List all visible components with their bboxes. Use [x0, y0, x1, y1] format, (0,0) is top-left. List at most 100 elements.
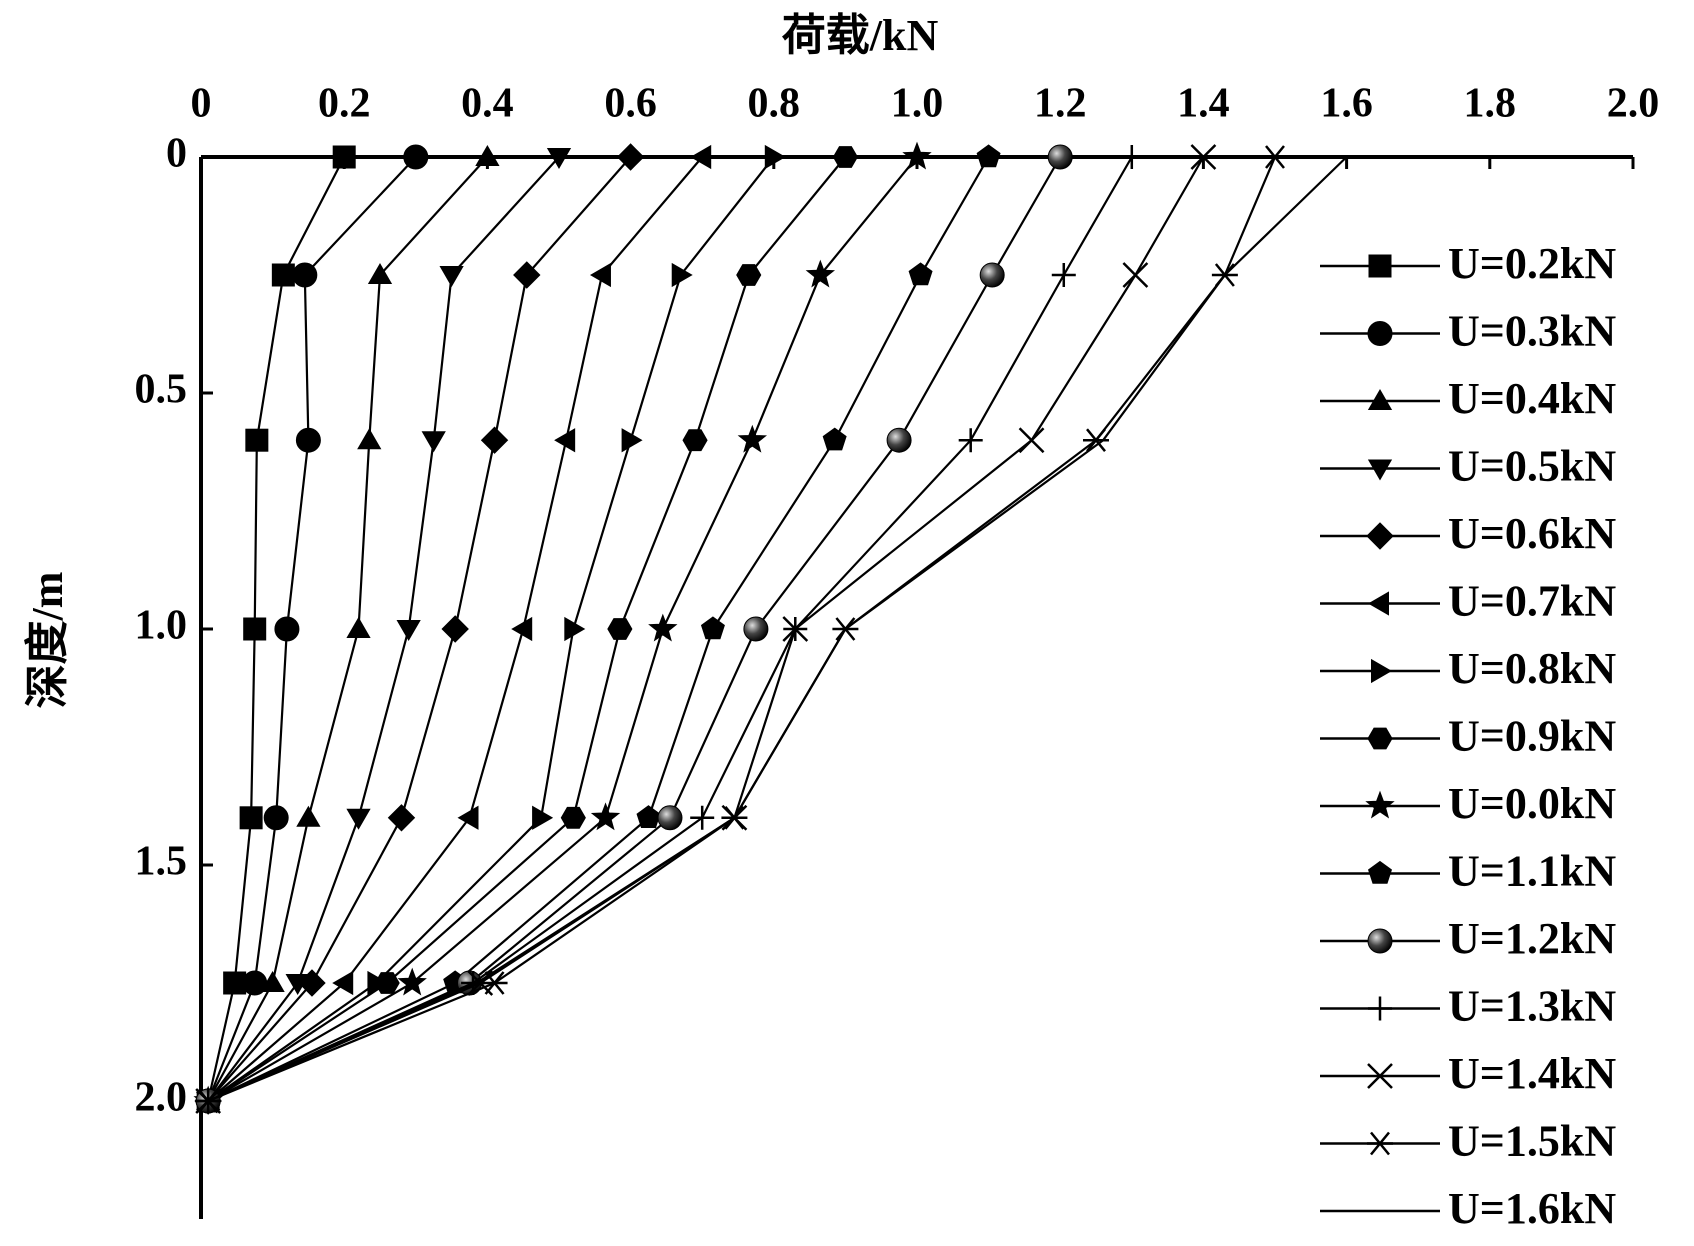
marker: [1047, 144, 1073, 170]
series-line: [207, 156, 1062, 1103]
marker: [1367, 928, 1393, 954]
marker: [1368, 996, 1392, 1021]
marker: [263, 805, 289, 831]
marker: [764, 144, 786, 170]
y-tick-label: 2.0: [135, 1075, 188, 1121]
y-tick-label: 1.0: [135, 603, 188, 649]
marker: [441, 615, 469, 643]
x-tick-label: 0.6: [604, 81, 657, 127]
marker: [357, 428, 382, 450]
marker: [700, 616, 725, 640]
x-tick-label: 2.0: [1607, 81, 1660, 127]
legend-label: U=0.5kN: [1448, 442, 1616, 491]
marker: [554, 428, 576, 453]
marker: [1367, 727, 1393, 750]
legend-label: U=1.6kN: [1448, 1184, 1616, 1233]
legend-label: U=0.6kN: [1448, 509, 1616, 558]
y-tick-label: 0: [166, 131, 187, 177]
marker: [690, 805, 715, 830]
marker: [332, 145, 356, 169]
marker: [607, 618, 633, 640]
marker: [805, 259, 836, 288]
marker: [958, 428, 983, 453]
marker: [636, 805, 661, 829]
y-tick-label: 0.5: [135, 367, 188, 413]
x-tick-label: 0.8: [748, 81, 801, 127]
marker: [1122, 262, 1149, 288]
marker: [1367, 860, 1393, 884]
marker: [397, 967, 427, 996]
x-tick-label: 1.0: [891, 81, 944, 127]
marker: [439, 266, 464, 287]
marker: [671, 262, 693, 288]
marker: [274, 616, 300, 642]
marker: [886, 427, 912, 453]
marker: [1190, 144, 1217, 170]
marker: [295, 427, 321, 453]
marker: [1262, 145, 1288, 169]
marker: [616, 143, 645, 171]
marker: [832, 146, 858, 168]
marker: [403, 144, 429, 170]
marker: [743, 616, 769, 642]
legend-label: U=0.9kN: [1448, 712, 1616, 761]
marker: [1366, 522, 1394, 550]
legend-label: U=1.3kN: [1448, 982, 1616, 1031]
marker: [1367, 1131, 1393, 1156]
x-tick-label: 0: [191, 81, 212, 127]
marker: [346, 617, 371, 638]
marker: [690, 144, 712, 170]
marker: [648, 613, 678, 642]
marker: [737, 424, 767, 453]
marker: [298, 969, 326, 997]
marker: [590, 802, 621, 831]
marker: [546, 148, 572, 170]
marker: [457, 805, 479, 830]
marker: [908, 262, 933, 286]
marker: [1051, 263, 1076, 287]
marker: [736, 264, 762, 286]
x-tick-label: 1.8: [1464, 81, 1517, 127]
legend-label: U=0.0kN: [1448, 779, 1616, 828]
x-tick-label: 0.4: [461, 81, 514, 127]
marker: [346, 808, 371, 830]
legend-label: U=0.8kN: [1448, 644, 1616, 693]
x-tick-label: 0.2: [318, 81, 371, 127]
marker: [475, 145, 500, 166]
marker: [1083, 428, 1109, 452]
series-line: [207, 156, 417, 1102]
x-tick-label: 1.6: [1320, 81, 1373, 127]
y-tick-label: 1.5: [135, 839, 188, 885]
marker: [532, 805, 554, 830]
marker: [332, 970, 354, 996]
x-tick-label: 1.4: [1177, 81, 1230, 127]
marker: [560, 806, 586, 829]
legend-label: U=1.4kN: [1448, 1049, 1616, 1098]
legend-label: U=0.4kN: [1448, 374, 1616, 423]
marker: [1367, 1063, 1393, 1089]
marker: [822, 427, 847, 451]
legend-label: U=1.5kN: [1448, 1117, 1616, 1166]
marker: [513, 261, 541, 289]
marker: [782, 616, 809, 642]
marker: [1367, 388, 1393, 410]
legend-label: U=1.2kN: [1448, 914, 1616, 963]
legend-label: U=0.2kN: [1448, 239, 1616, 288]
marker: [1367, 459, 1393, 481]
x-tick-label: 1.2: [1034, 81, 1087, 127]
marker: [976, 144, 1001, 168]
marker: [243, 617, 267, 641]
marker: [396, 620, 421, 642]
marker: [621, 428, 643, 453]
legend-label: U=0.7kN: [1448, 577, 1616, 626]
marker: [260, 971, 285, 992]
marker: [657, 805, 683, 831]
marker: [292, 262, 318, 288]
marker: [564, 616, 586, 642]
marker: [1365, 790, 1395, 819]
marker: [1367, 591, 1389, 616]
marker: [296, 805, 321, 827]
marker: [589, 262, 611, 288]
marker: [511, 616, 533, 642]
legend-label: U=1.1kN: [1448, 847, 1616, 896]
